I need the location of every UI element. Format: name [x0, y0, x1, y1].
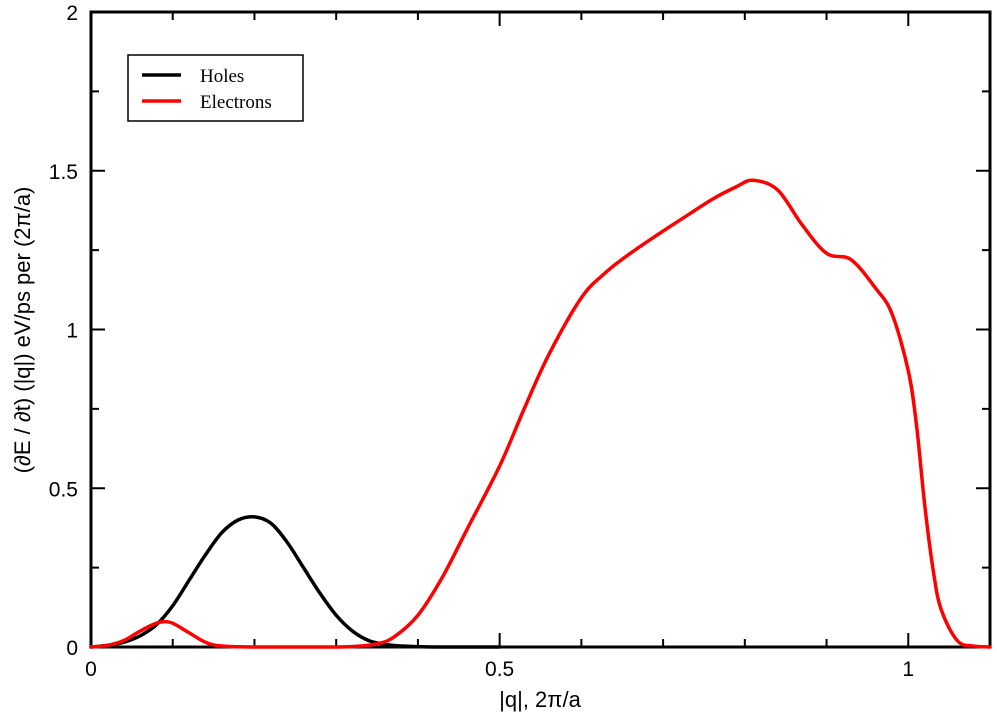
y-axis-ticks: 0 0.5 1 1.5 2: [49, 2, 990, 660]
legend-box: [127, 54, 304, 122]
series-line-holes: [89, 514, 502, 649]
x-axis-label: |q|, 2π/a: [499, 687, 581, 712]
x-tick-label: 0: [85, 658, 97, 681]
y-tick-label: 1.5: [49, 161, 78, 184]
y-tick-label: 0.5: [49, 478, 78, 501]
legend-label-electrons: Electrons: [200, 92, 272, 113]
legend-label-holes: Holes: [200, 66, 244, 87]
y-tick-label: 0: [66, 637, 78, 660]
legend: Holes Electrons: [127, 54, 304, 122]
y-tick-label: 1: [66, 320, 78, 343]
x-axis-ticks: 0 0.5 1: [85, 12, 991, 681]
y-axis-label: (∂E / ∂t) (|q|) eV/ps per (2π/a): [10, 187, 35, 474]
x-tick-label: 0.5: [485, 658, 514, 681]
x-tick-label: 1: [902, 658, 914, 681]
series-line-electrons: [89, 178, 992, 649]
series-group: [89, 178, 992, 649]
y-tick-label: 2: [66, 2, 78, 25]
